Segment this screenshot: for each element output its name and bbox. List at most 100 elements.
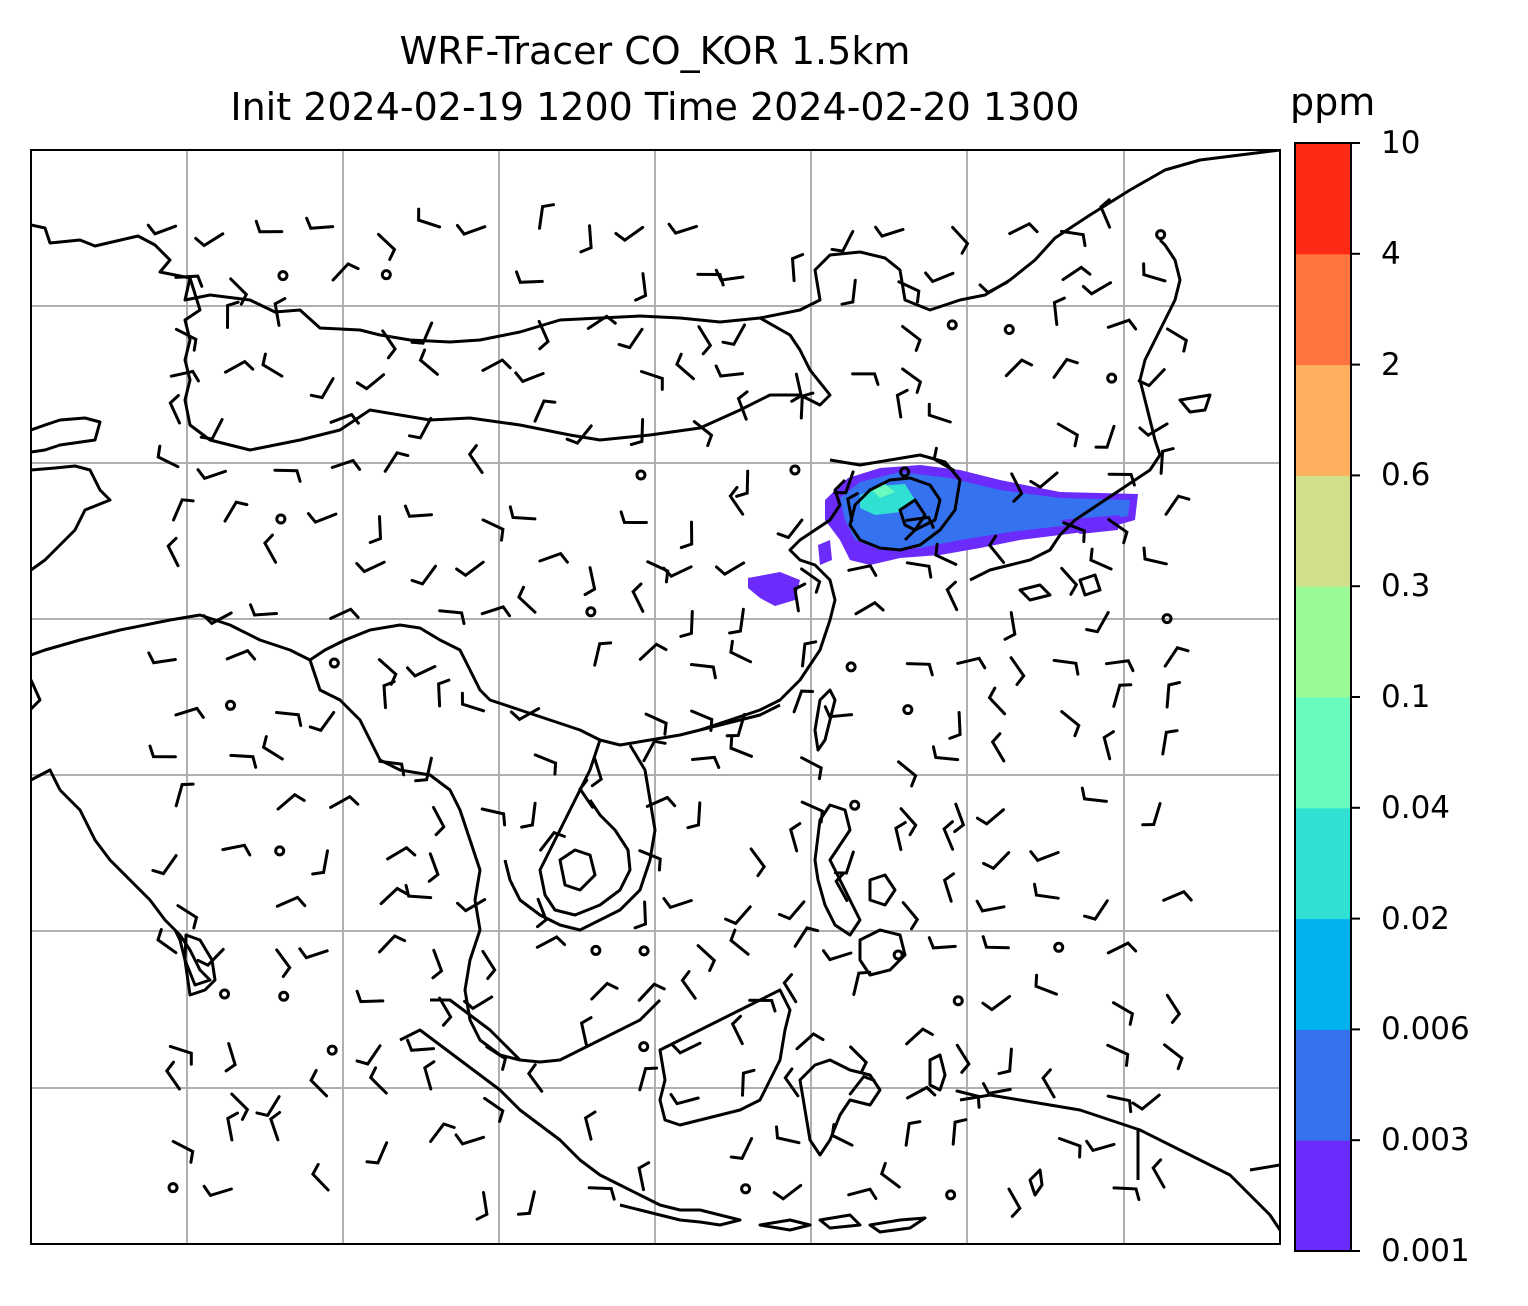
wind-barb (680, 970, 697, 1000)
wind-barb (365, 1141, 389, 1165)
wind-barb (1161, 729, 1179, 756)
wind-barb (306, 512, 338, 524)
plume-south-patch (818, 540, 832, 565)
wind-barb (378, 759, 406, 777)
wind-barb (168, 1044, 193, 1066)
wind-barb (378, 934, 407, 954)
wind-barb (1159, 447, 1175, 475)
wind-barb (516, 1190, 536, 1216)
wind-barb (982, 1082, 1012, 1095)
wind-barb (565, 424, 593, 445)
calm-wind-marker (849, 799, 861, 811)
wind-barb (331, 262, 360, 282)
wind-barb (981, 994, 1012, 1012)
wind-barb (537, 319, 550, 351)
wind-barb (987, 686, 1007, 716)
wind-barb (619, 510, 648, 524)
coastlines (31, 150, 1280, 1234)
wind-barb (515, 270, 544, 284)
wind-barb (901, 901, 920, 931)
wind-barb (749, 847, 767, 878)
colorbar-tick-label: 0.04 (1381, 789, 1451, 826)
wind-barb (895, 388, 909, 419)
wind-barb (955, 1089, 981, 1109)
colorbar-segment (1295, 697, 1351, 809)
wind-barb (147, 651, 177, 665)
wind-barb (1142, 262, 1167, 283)
wind-barb (830, 230, 855, 253)
wind-barb (414, 756, 433, 783)
wind-barb (311, 849, 329, 876)
wind-barb (691, 755, 721, 769)
wind-barb (276, 792, 306, 811)
wind-barb (848, 1074, 876, 1096)
wind-barb (275, 711, 303, 727)
wind-barb (146, 223, 178, 236)
wind-barb (987, 534, 1006, 564)
wind-barb (934, 542, 958, 566)
map-title-line2: Init 2024-02-19 1200 Time 2024-02-20 130… (230, 85, 1080, 129)
wind-barb (834, 871, 849, 902)
wind-barb (1106, 1094, 1133, 1114)
wind-barb (199, 418, 224, 441)
wind-barb (724, 905, 752, 926)
wind-barb (174, 327, 198, 352)
wind-barb (308, 711, 336, 733)
wind-barb (1029, 471, 1059, 490)
wind-barb (225, 648, 257, 661)
wind-barb (226, 1111, 239, 1142)
wind-barb (538, 203, 555, 230)
wind-barb (156, 444, 180, 469)
wind-barb (172, 498, 195, 522)
wind-barb (533, 753, 558, 776)
wind-barb (1111, 1001, 1135, 1026)
wind-barb (456, 898, 487, 913)
calm-wind-marker (952, 995, 964, 1007)
calm-wind-marker (902, 704, 914, 716)
calm-wind-marker (1161, 613, 1173, 625)
wind-barb (355, 989, 385, 1004)
wind-barb (1083, 899, 1109, 921)
wind-barb (689, 663, 717, 680)
wind-barb (847, 1187, 878, 1200)
wind-barb (148, 744, 177, 759)
wind-barb (406, 1038, 436, 1052)
wind-barb (975, 899, 1006, 913)
wind-barb (927, 402, 952, 424)
colorbar-unit-label: ppm (1290, 80, 1376, 124)
wind-barb (202, 611, 233, 626)
colorbar-tick-label: 4 (1381, 235, 1401, 272)
wind-barb (729, 735, 753, 758)
wind-barb (800, 800, 824, 824)
wind-barb (368, 1066, 388, 1095)
calm-wind-marker (1053, 941, 1065, 953)
wind-barb (637, 982, 666, 1002)
plume-west-patch (748, 572, 800, 606)
wind-barb (355, 373, 386, 391)
wind-barb (520, 801, 537, 829)
wind-barb (1041, 1068, 1056, 1099)
wind-barb (735, 469, 750, 498)
wind-barb (1008, 221, 1039, 236)
wind-barb (1163, 1043, 1184, 1071)
wind-barb (202, 1184, 233, 1198)
wind-barb (697, 325, 713, 356)
wind-barb (1085, 1139, 1116, 1153)
wind-barb (736, 390, 749, 421)
wind-barb (330, 458, 362, 471)
wind-barb (679, 610, 694, 638)
wind-barb (955, 1043, 971, 1074)
wind-barb (298, 947, 329, 960)
wind-barb (1052, 658, 1080, 676)
colorbar-tick-label: 0.3 (1381, 568, 1431, 605)
wind-barb (1007, 1187, 1022, 1218)
wind-barb (455, 560, 485, 578)
wind-barb (776, 518, 804, 540)
wind-barb (671, 1041, 702, 1055)
wind-barb (275, 895, 307, 908)
wind-barb (901, 367, 923, 394)
wind-barb (1009, 656, 1026, 686)
colorbar-segment (1295, 364, 1351, 476)
wind-barb (305, 216, 335, 230)
